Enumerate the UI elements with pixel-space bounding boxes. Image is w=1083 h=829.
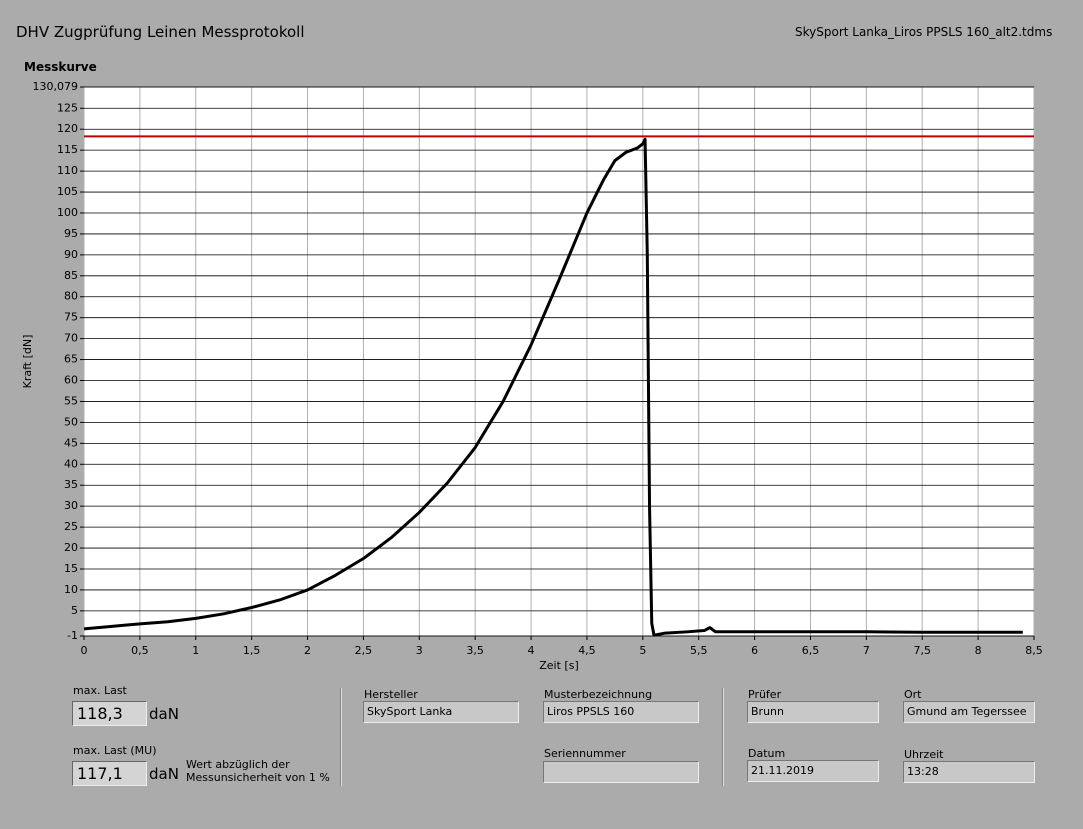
y-tick-label: 125 <box>57 101 78 114</box>
text-field: 21.11.2019 <box>747 760 879 782</box>
x-tick-label: 2,5 <box>355 644 373 657</box>
x-tick-label: 5 <box>639 644 646 657</box>
y-axis-label: Kraft [dN] <box>21 335 34 389</box>
separator <box>722 688 724 786</box>
value-box: 117,1 <box>72 761 147 786</box>
x-tick-label: 0,5 <box>131 644 149 657</box>
note: Messunsicherheit von 1 % <box>186 771 330 784</box>
plot-area <box>83 86 1035 637</box>
y-tick-label: 50 <box>64 415 78 428</box>
y-tick-label: 110 <box>57 164 78 177</box>
line-series <box>83 137 1023 637</box>
label: Prüfer <box>748 688 782 701</box>
text-field: Liros PPSLS 160 <box>543 701 699 723</box>
x-tick-label: 1 <box>192 644 199 657</box>
y-tick-label: 120 <box>57 122 78 135</box>
label: max. Last <box>73 684 127 697</box>
note: Wert abzüglich der <box>186 758 290 771</box>
file-name: SkySport Lanka_Liros PPSLS 160_alt2.tdms <box>795 25 1053 39</box>
x-tick-label: 7 <box>863 644 870 657</box>
text-field: Gmund am Tegerssee <box>903 701 1035 723</box>
label: Musterbezeichnung <box>544 688 653 701</box>
chart: 0 0,5 1 1,5 2 2,5 3 3,5 4 4,5 5 5,5 6 6,5 7 7,5 8 8,5 -1 5 1… <box>21 80 1043 672</box>
x-tick-label: 6 <box>751 644 758 657</box>
y-tick-label: 85 <box>64 269 78 282</box>
value-box: 118,3 <box>72 701 147 726</box>
y-tick-label: 115 <box>57 143 78 156</box>
y-tick-label: 60 <box>64 374 78 387</box>
y-tick-label: 95 <box>64 227 78 240</box>
x-tick-label: 4 <box>528 644 535 657</box>
x-axis-label: Zeit [s] <box>539 659 578 672</box>
x-tick-label: 3 <box>416 644 423 657</box>
separator <box>340 688 342 786</box>
unit: daN <box>149 705 179 723</box>
y-tick-label: -1 <box>67 629 78 642</box>
text-field: Brunn <box>747 701 879 723</box>
y-tick-label: 75 <box>64 311 78 324</box>
x-tick-label: 5,5 <box>690 644 708 657</box>
x-tick-label: 7,5 <box>913 644 931 657</box>
text-field <box>543 761 699 783</box>
x-tick-label: 8,5 <box>1025 644 1043 657</box>
text-field: SkySport Lanka <box>363 701 519 723</box>
x-tick-label: 8 <box>975 644 982 657</box>
y-tick-label: 20 <box>64 541 78 554</box>
label: max. Last (MU) <box>73 744 157 757</box>
unit: daN <box>149 765 179 783</box>
title: DHV Zugprüfung Leinen Messprotokoll <box>16 23 305 41</box>
y-tick-label: 5 <box>71 604 78 617</box>
y-tick-label: 70 <box>64 332 78 345</box>
x-tick-label: 3,5 <box>466 644 484 657</box>
label: Datum <box>748 747 786 760</box>
label: Seriennummer <box>544 747 626 760</box>
y-tick-label: 35 <box>64 478 78 491</box>
label: Uhrzeit <box>904 748 944 761</box>
chart-title: Messkurve <box>24 60 97 74</box>
y-tick-label: 105 <box>57 185 78 198</box>
y-tick-label: 25 <box>64 520 78 533</box>
text-field: 13:28 <box>903 761 1035 783</box>
y-tick-label: 90 <box>64 248 78 261</box>
y-tick-label: 30 <box>64 499 78 512</box>
y-tick-label: 10 <box>64 583 78 596</box>
y-tick-label: 45 <box>64 436 78 449</box>
x-tick-label: 0 <box>81 644 88 657</box>
y-tick-label: 100 <box>57 206 78 219</box>
y-tick-label: 80 <box>64 290 78 303</box>
label: Ort <box>904 688 922 701</box>
y-tick-label: 65 <box>64 353 78 366</box>
y-tick-label: 40 <box>64 457 78 470</box>
x-tick-label: 6,5 <box>802 644 820 657</box>
y-tick-label: 130,079 <box>33 80 79 93</box>
x-tick-label: 2 <box>304 644 311 657</box>
y-tick-label: 15 <box>64 562 78 575</box>
x-tick-label: 4,5 <box>578 644 596 657</box>
x-tick-label: 1,5 <box>243 644 261 657</box>
label: Hersteller <box>364 688 418 701</box>
y-tick-label: 55 <box>64 394 78 407</box>
